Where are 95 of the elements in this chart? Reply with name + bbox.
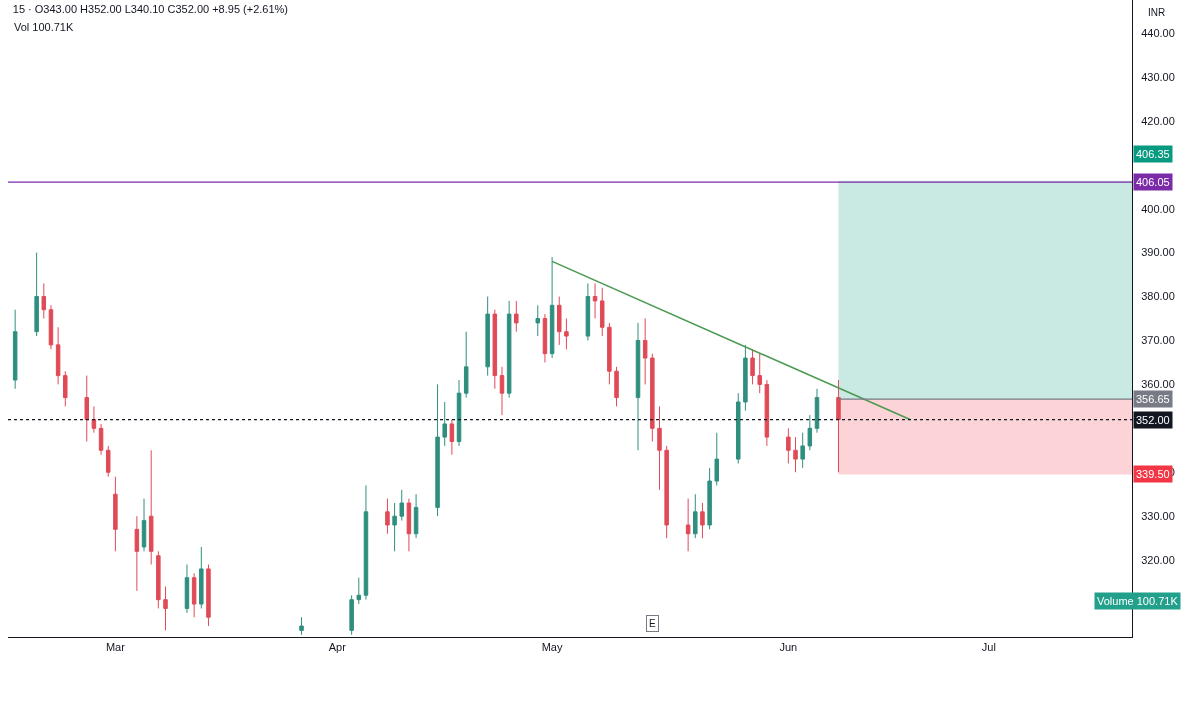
y-tick-label: 430.00 <box>1141 70 1175 83</box>
candlestick <box>206 564 211 627</box>
candlestick <box>485 296 490 377</box>
candlestick <box>199 546 204 609</box>
candlestick <box>750 348 755 385</box>
candlestick <box>55 326 61 385</box>
y-tick-label: 330.00 <box>1141 510 1175 523</box>
candlestick <box>585 282 591 341</box>
y-tick-label: 370.00 <box>1141 334 1175 347</box>
candlestick <box>514 300 519 333</box>
candlestick <box>63 370 68 407</box>
candlestick <box>506 300 512 399</box>
band-label: 339.50 <box>1136 468 1170 480</box>
candlestick <box>757 353 762 394</box>
candlestick <box>105 445 111 478</box>
candlestick <box>392 502 397 552</box>
candlestick <box>535 304 541 337</box>
y-tick-label: 420.00 <box>1141 114 1175 127</box>
candlestick <box>156 550 161 609</box>
candlestick <box>714 432 720 486</box>
y-tick-label: 380.00 <box>1141 290 1175 303</box>
candlestick <box>693 493 698 539</box>
candlestick <box>592 282 598 319</box>
candlestick <box>385 498 390 535</box>
annotation: E <box>649 618 656 629</box>
y-tick-label: 400.00 <box>1141 202 1175 215</box>
x-tick-label: Jul <box>981 641 996 654</box>
candlestick <box>449 419 455 456</box>
ref-line-label: 352.00 <box>1136 414 1170 426</box>
candlestick <box>34 252 39 337</box>
y-tick-label: 360.00 <box>1141 378 1175 391</box>
ref-line-label: 406.05 <box>1136 176 1170 188</box>
candlestick <box>743 344 748 412</box>
candlestick <box>564 318 569 350</box>
chart-title: 15 · O343.00 H352.00 L340.10 C352.00 +8.95 (+2.61%) <box>12 2 289 15</box>
annotation: Volume 100.71K <box>1097 595 1179 607</box>
candlestick <box>499 366 505 416</box>
band-label: 406.35 <box>1136 148 1170 160</box>
candlestick <box>41 282 47 319</box>
candlestick <box>614 366 619 407</box>
candlestick <box>664 445 669 539</box>
candlestick <box>814 388 820 434</box>
candlestick <box>463 331 469 399</box>
candlestick <box>700 502 705 539</box>
candlestick <box>492 309 498 390</box>
candlestick <box>642 318 648 385</box>
x-tick-label: May <box>541 641 563 654</box>
candlestick <box>800 432 805 469</box>
candlestick <box>141 498 147 552</box>
y-tick-label: 390.00 <box>1141 246 1175 259</box>
candlestick <box>349 594 354 636</box>
candlestick <box>599 287 605 337</box>
candlestick <box>836 379 841 473</box>
candlestick <box>91 405 97 434</box>
candlestick <box>549 256 555 359</box>
candlestick <box>413 493 419 539</box>
text: Vol 100.71K <box>14 21 74 33</box>
candlestick <box>399 489 405 522</box>
candlestick <box>299 616 304 636</box>
candlestick <box>635 322 641 451</box>
candlestick <box>807 414 813 451</box>
candlestick <box>435 383 440 517</box>
candlestick <box>542 313 548 363</box>
x-tick-label: Jun <box>779 641 798 654</box>
x-tick-label: Apr <box>328 641 347 654</box>
candlestick <box>793 436 798 473</box>
candlestick <box>12 309 18 390</box>
candlestick <box>786 427 791 464</box>
ref-line-label: 356.65 <box>1136 393 1170 405</box>
candlestick <box>363 484 369 601</box>
candlestick <box>442 401 447 447</box>
candlestick <box>657 405 662 491</box>
y-axis-title: INR <box>1148 7 1166 18</box>
x-tick-label: Mar <box>105 641 126 654</box>
candlestick <box>557 296 562 346</box>
candlestick <box>764 379 770 447</box>
candlestick <box>356 577 362 605</box>
candlestick <box>48 304 54 350</box>
candlestick <box>163 585 168 631</box>
candlestick <box>134 515 140 592</box>
candlestick <box>84 375 90 443</box>
candlestick <box>113 476 118 552</box>
y-tick-label: 440.00 <box>1141 26 1175 39</box>
candlestick <box>191 572 197 618</box>
candlestick <box>98 423 104 456</box>
candlestick <box>406 498 412 552</box>
candlestick <box>184 564 190 614</box>
candlestick <box>707 467 712 530</box>
candlestick <box>607 322 612 385</box>
candlestick <box>685 498 691 552</box>
candlestick <box>650 353 655 443</box>
candlestick <box>148 449 154 566</box>
candlestick <box>735 392 741 464</box>
y-tick-label: 320.00 <box>1141 553 1175 566</box>
candlestick <box>456 379 462 447</box>
